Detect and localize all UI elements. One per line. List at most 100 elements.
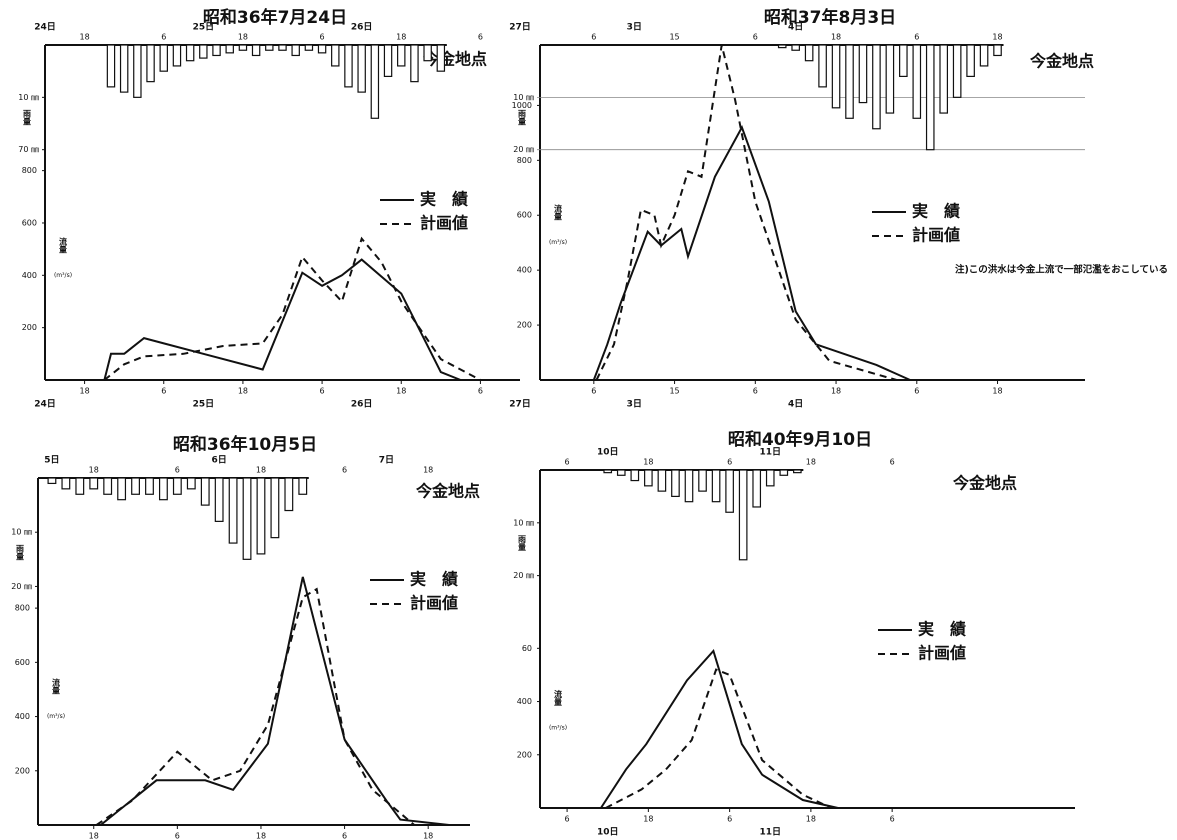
x-tick-label: 6 xyxy=(753,387,758,396)
day-label: 24日 xyxy=(34,399,56,410)
rain-bar xyxy=(818,44,827,88)
y-tick-label: 60 xyxy=(522,644,532,653)
rain-bar xyxy=(397,44,406,67)
rain-bar xyxy=(711,469,721,503)
rain-bar xyxy=(199,44,208,59)
rain-bar xyxy=(212,44,221,57)
flow-line xyxy=(605,668,832,809)
x-tick-label: 6 xyxy=(727,815,732,824)
rain-bar xyxy=(146,44,155,83)
rain-bar xyxy=(657,469,667,492)
rain-bar xyxy=(966,44,975,78)
rain-tick-label: 10 ㎜ xyxy=(513,518,534,527)
rain-bar xyxy=(214,477,224,522)
rain-bar xyxy=(410,44,419,83)
day-label: 26日 xyxy=(351,399,373,410)
day-label-top: 6日 xyxy=(212,455,227,466)
legend-label: 計画値 xyxy=(410,594,458,613)
rain-bar xyxy=(725,469,734,513)
location-label: 今金地点 xyxy=(415,482,480,501)
rain-bar xyxy=(61,477,71,490)
x-tick-label: 6 xyxy=(320,387,325,396)
y-tick-label: 600 xyxy=(15,658,30,667)
x-tick-label-top: 6 xyxy=(342,466,347,475)
chart-title: 昭和37年8月3日 xyxy=(764,7,896,28)
rain-bar xyxy=(119,44,129,93)
x-tick-label: 18 xyxy=(238,387,248,396)
chart-title: 昭和36年10月5日 xyxy=(173,434,317,455)
rain-bar xyxy=(159,44,168,72)
annotation: 注)この洪水は今金上流で一部氾濫をおこしている xyxy=(955,264,1168,276)
rain-bar xyxy=(779,469,789,476)
x-tick-label: 6 xyxy=(890,815,895,824)
x-tick-label: 6 xyxy=(914,387,919,396)
rain-axis-label: 雨量 xyxy=(23,109,32,126)
rain-tick-label: 10 ㎜ xyxy=(18,93,39,102)
y-tick-label: 800 xyxy=(22,166,37,175)
flow-unit-label: (m³/s) xyxy=(549,239,567,246)
x-tick-label-top: 18 xyxy=(643,458,653,467)
rain-bar xyxy=(284,477,294,512)
rain-bar xyxy=(644,469,653,487)
rain-tick-label: 10 ㎜ xyxy=(513,93,534,102)
legend-label: 実 績 xyxy=(912,202,960,221)
rain-bar xyxy=(765,469,775,487)
rain-bar xyxy=(331,44,340,67)
x-tick-label: 18 xyxy=(992,387,1002,396)
day-label-top: 5日 xyxy=(44,455,59,466)
flow-unit-label: (m³/s) xyxy=(47,713,65,720)
flow-line xyxy=(592,124,911,381)
rain-bar xyxy=(952,44,962,98)
rain-bar xyxy=(89,477,99,490)
rain-bar xyxy=(242,477,252,560)
x-tick-label-top: 6 xyxy=(565,458,570,467)
rain-tick-label: 20 ㎜ xyxy=(11,582,32,591)
x-tick-label-top: 18 xyxy=(806,458,816,467)
rain-bar xyxy=(172,477,182,495)
legend-label: 実 績 xyxy=(420,190,468,209)
flow-unit-label: (m³/s) xyxy=(549,725,567,732)
x-tick-label: 18 xyxy=(423,832,433,840)
day-label-top: 27日 xyxy=(509,22,531,33)
y-tick-label: 600 xyxy=(22,218,37,227)
rain-tick-label: 20 ㎜ xyxy=(513,145,534,154)
x-tick-label-top: 6 xyxy=(890,458,895,467)
x-tick-label: 15 xyxy=(669,387,679,396)
rain-bar xyxy=(858,44,868,104)
rain-bar xyxy=(186,477,196,490)
x-tick-label-top: 18 xyxy=(89,466,99,475)
y-tick-label: 400 xyxy=(517,266,532,275)
chart-title: 昭和40年9月10日 xyxy=(728,429,872,450)
y-tick-label: 400 xyxy=(517,697,532,706)
x-tick-label-top: 15 xyxy=(669,33,679,42)
rain-bar xyxy=(133,44,142,98)
rain-bar xyxy=(630,469,640,482)
rain-bar xyxy=(185,44,195,62)
y-tick-label: 200 xyxy=(517,750,532,759)
rain-bar xyxy=(752,469,762,508)
day-label-top: 10日 xyxy=(597,447,619,458)
flow-axis-label: 流量 xyxy=(52,678,61,696)
flow-line xyxy=(600,649,839,809)
rain-bar xyxy=(172,44,182,67)
y-tick-label: 400 xyxy=(15,712,30,721)
day-label-top: 26日 xyxy=(351,22,373,33)
rain-axis-label: 雨量 xyxy=(16,544,25,561)
x-tick-label-top: 6 xyxy=(175,466,180,475)
day-label-top: 24日 xyxy=(34,22,56,33)
x-tick-label-top: 18 xyxy=(238,33,248,42)
y-tick-label: 800 xyxy=(517,156,532,165)
x-tick-label: 18 xyxy=(396,387,406,396)
rain-bar xyxy=(117,477,127,501)
x-tick-label: 6 xyxy=(591,387,596,396)
legend-label: 実 績 xyxy=(410,570,458,589)
rain-tick-label: 10 ㎜ xyxy=(11,528,32,537)
rain-bar xyxy=(791,44,800,51)
day-label: 11日 xyxy=(759,827,781,838)
flow-line xyxy=(100,576,450,826)
rain-bar xyxy=(885,44,895,114)
rain-bar xyxy=(291,44,300,57)
rain-bar xyxy=(131,477,140,495)
x-tick-label-top: 18 xyxy=(423,466,433,475)
